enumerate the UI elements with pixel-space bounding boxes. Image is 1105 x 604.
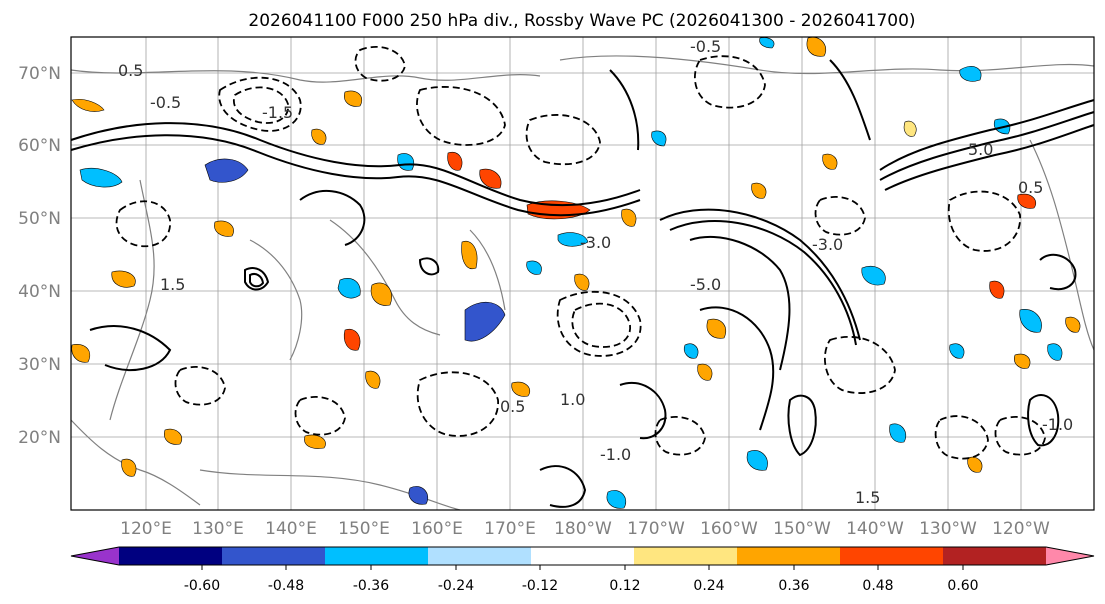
colorbar-segment: [737, 547, 841, 565]
colorbar-tick-label: -0.12: [522, 578, 558, 594]
colorbar-segment: [119, 547, 223, 565]
contour-label: 0.5: [1018, 178, 1043, 197]
negative-contours: [115, 45, 1046, 460]
lat-label: 50°N: [18, 209, 61, 229]
lon-label: 160°W: [700, 519, 758, 539]
lon-label: 160°E: [411, 519, 463, 539]
figure-title: 2026041100 F000 250 hPa div., Rossby Wav…: [248, 11, 915, 31]
lon-label: 130°W: [919, 519, 977, 539]
colorbar-segment: [222, 547, 326, 565]
colorbar-tick-label: -0.48: [268, 578, 304, 594]
coastlines: [70, 55, 1095, 511]
contour-label: -3.0: [580, 233, 611, 252]
lon-label: 120°E: [120, 519, 172, 539]
lat-label: 20°N: [18, 428, 61, 448]
colorbar-segment: [634, 547, 738, 565]
lon-label: 120°W: [992, 519, 1050, 539]
colorbar-segment: [531, 547, 635, 565]
divergence-shading: [71, 36, 1081, 509]
contour-label: -1.0: [1042, 415, 1073, 434]
latitude-labels: 70°N 60°N 50°N 40°N 30°N 20°N: [18, 64, 61, 448]
colorbar-tick-labels: -0.60 -0.48 -0.36 -0.24 -0.12 0.12 0.24 …: [184, 578, 979, 594]
map-border: [70, 36, 1095, 511]
contour-label: 0.5: [500, 397, 525, 416]
colorbar-tick-label: -0.36: [353, 578, 389, 594]
contour-label: -3.0: [812, 235, 843, 254]
contour-label: -0.5: [150, 93, 181, 112]
contour-label: 0.5: [118, 61, 143, 80]
colorbar-segment: [840, 547, 944, 565]
lat-label: 70°N: [18, 64, 61, 84]
colorbar-outline: [70, 546, 1095, 566]
contour-label: -0.5: [690, 37, 721, 56]
lon-label: 140°W: [846, 519, 904, 539]
contour-label: -1.5: [262, 103, 293, 122]
contour-label: -1.0: [600, 445, 631, 464]
colorbar: -0.60 -0.48 -0.36 -0.24 -0.12 0.12 0.24 …: [70, 546, 1095, 594]
positive-contours: [70, 59, 1095, 508]
longitude-labels: 120°E 130°E 140°E 150°E 160°E 170°E 180°…: [120, 519, 1050, 539]
colorbar-tick-label: 0.36: [778, 578, 809, 594]
colorbar-tick-label: 0.24: [693, 578, 724, 594]
colorbar-tick-label: 0.60: [947, 578, 978, 594]
lon-label: 180°W: [554, 519, 612, 539]
contour-label: -5.0: [690, 275, 721, 294]
contour-label: 1.0: [560, 390, 585, 409]
colorbar-segment: [428, 547, 532, 565]
lon-label: 150°E: [338, 519, 390, 539]
lat-label: 30°N: [18, 355, 61, 375]
contour-label: 1.5: [160, 275, 185, 294]
lon-label: 140°E: [265, 519, 317, 539]
contour-label: 1.5: [855, 488, 880, 507]
lon-label: 150°W: [773, 519, 831, 539]
colorbar-tick-label: 0.12: [609, 578, 640, 594]
colorbar-tick-label: -0.60: [184, 578, 220, 594]
colorbar-extend-min: [71, 547, 119, 565]
lon-label: 170°W: [627, 519, 685, 539]
lat-label: 40°N: [18, 282, 61, 302]
map-background: [71, 37, 1094, 510]
colorbar-tick-label: -0.24: [438, 578, 474, 594]
map-panel: 0.5 -0.5 -1.5 -1.0 -5.0 -3.0 5.0 1.0 1.5…: [70, 36, 1095, 511]
colorbar-segments: [70, 546, 1095, 570]
lon-label: 170°E: [484, 519, 536, 539]
colorbar-segment: [325, 547, 429, 565]
colorbar-extend-max: [1046, 547, 1094, 565]
contour-label: 5.0: [968, 140, 993, 159]
lat-label: 60°N: [18, 136, 61, 156]
contour-labels: 0.5 -0.5 -1.5 -1.0 -5.0 -3.0 5.0 1.0 1.5…: [118, 37, 1073, 507]
colorbar-tick-label: 0.48: [862, 578, 893, 594]
colorbar-segment: [943, 547, 1047, 565]
lon-label: 130°E: [192, 519, 244, 539]
